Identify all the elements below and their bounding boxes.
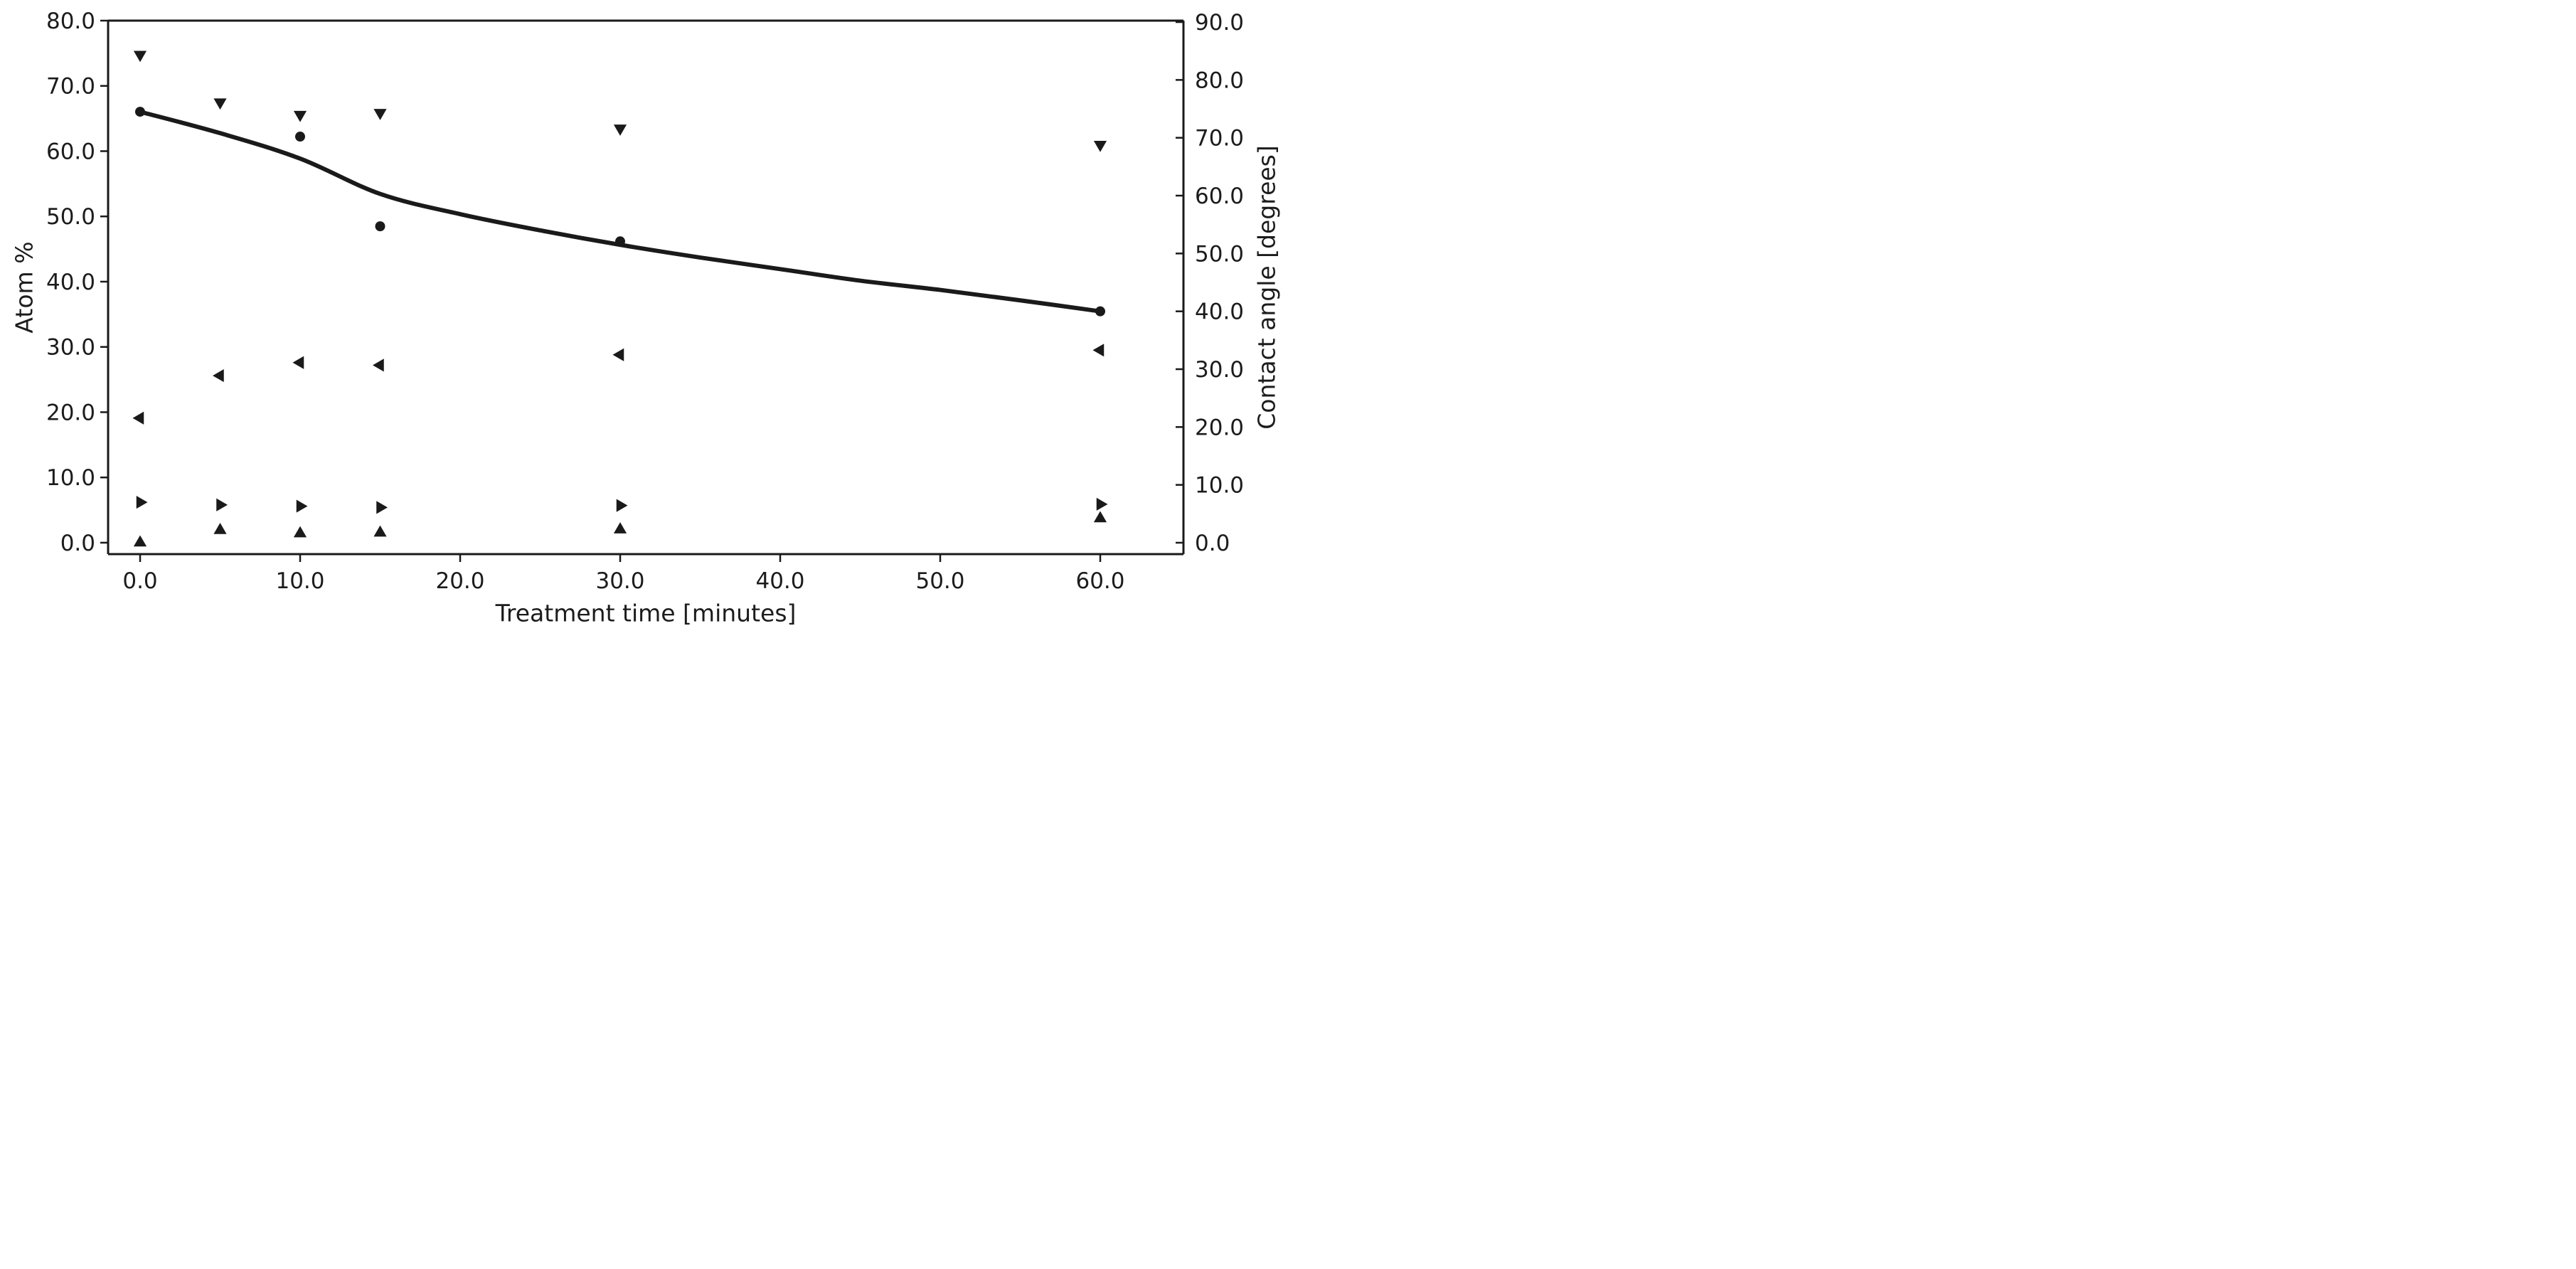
marker-triangle-left: [1092, 344, 1105, 357]
x-tick-label: 40.0: [755, 568, 804, 594]
marker-triangle-right: [616, 499, 628, 512]
y-tick-label-left: 30.0: [46, 335, 95, 361]
y-tick-label-left: 40.0: [46, 270, 95, 295]
marker-triangle-down: [613, 124, 627, 136]
y-tick-label-left: 10.0: [46, 465, 95, 491]
y-tick-label-right: 60.0: [1195, 184, 1244, 209]
marker-triangle-right: [296, 499, 308, 513]
y-tick-label-left: 50.0: [46, 204, 95, 230]
marker-triangle-up: [293, 526, 307, 538]
x-tick-label: 60.0: [1075, 568, 1124, 594]
marker-triangle-left: [292, 356, 304, 369]
marker-triangle-down: [213, 98, 227, 110]
x-tick-label: 10.0: [275, 568, 324, 594]
y-tick-label-right: 90.0: [1195, 10, 1244, 36]
marker-triangle-right: [136, 495, 148, 509]
series-triangle-right: [136, 495, 1108, 514]
marker-triangle-left: [612, 348, 624, 361]
marker-circle: [295, 132, 305, 142]
marker-circle: [1095, 306, 1105, 317]
y-tick-label-right: 10.0: [1195, 473, 1244, 499]
y-tick-label-left: 80.0: [46, 9, 95, 34]
marker-triangle-left: [373, 359, 384, 372]
y-tick-label-right: 70.0: [1195, 126, 1244, 152]
y-tick-label-right: 80.0: [1195, 68, 1244, 93]
marker-triangle-down: [1093, 141, 1107, 152]
x-tick-label: 30.0: [595, 568, 644, 594]
marker-triangle-up: [613, 522, 627, 533]
series-triangle-left: [132, 344, 1105, 425]
marker-circle: [375, 221, 385, 232]
marker-triangle-up: [213, 523, 227, 534]
series-triangle-down: [133, 51, 1107, 152]
marker-circle: [615, 236, 625, 247]
y-tick-label-right: 20.0: [1195, 415, 1244, 440]
marker-triangle-down: [373, 109, 387, 120]
marker-triangle-up: [1093, 511, 1107, 523]
x-tick-label: 20.0: [435, 568, 484, 594]
series-circle-contact-angle: [135, 107, 1105, 317]
x-tick-label: 50.0: [915, 568, 964, 594]
marker-circle: [135, 107, 145, 117]
y-tick-label-left: 70.0: [46, 74, 95, 100]
y-tick-label-right: 0.0: [1195, 531, 1230, 556]
chart-figure: 0.0 10.0 20.0 30.0 40.0 50.0 60.0 0.0 10.0 20.0 30…: [0, 0, 1288, 634]
marker-triangle-left: [213, 368, 224, 383]
marker-triangle-right: [216, 498, 228, 511]
y-tick-label-left: 20.0: [46, 400, 95, 425]
y-tick-label-right: 40.0: [1195, 299, 1244, 325]
marker-triangle-up: [133, 535, 147, 547]
x-tick-label: 0.0: [122, 568, 157, 594]
marker-triangle-down: [133, 51, 147, 63]
y-tick-label-left: 60.0: [46, 139, 95, 164]
series-triangle-up: [133, 511, 1107, 547]
contact-angle-fit-curve: [138, 110, 1102, 314]
y-tick-label-right: 30.0: [1195, 357, 1244, 383]
scatter-plot-canvas: 0.0 10.0 20.0 30.0 40.0 50.0 60.0 0.0 10.0 20.0 30…: [46, 9, 1244, 594]
marker-triangle-up: [373, 525, 387, 537]
x-axis-title: Treatment time [minutes]: [495, 599, 797, 627]
marker-triangle-down: [293, 110, 307, 122]
marker-triangle-right: [376, 501, 388, 514]
marker-triangle-right: [1096, 497, 1108, 511]
y-tick-label-right: 50.0: [1195, 241, 1244, 267]
y-axis-title-left: Atom %: [10, 241, 38, 334]
y-tick-label-left: 0.0: [60, 531, 95, 556]
y-axis-title-right: Contact angle [degrees]: [1252, 145, 1281, 430]
marker-triangle-left: [132, 411, 144, 425]
